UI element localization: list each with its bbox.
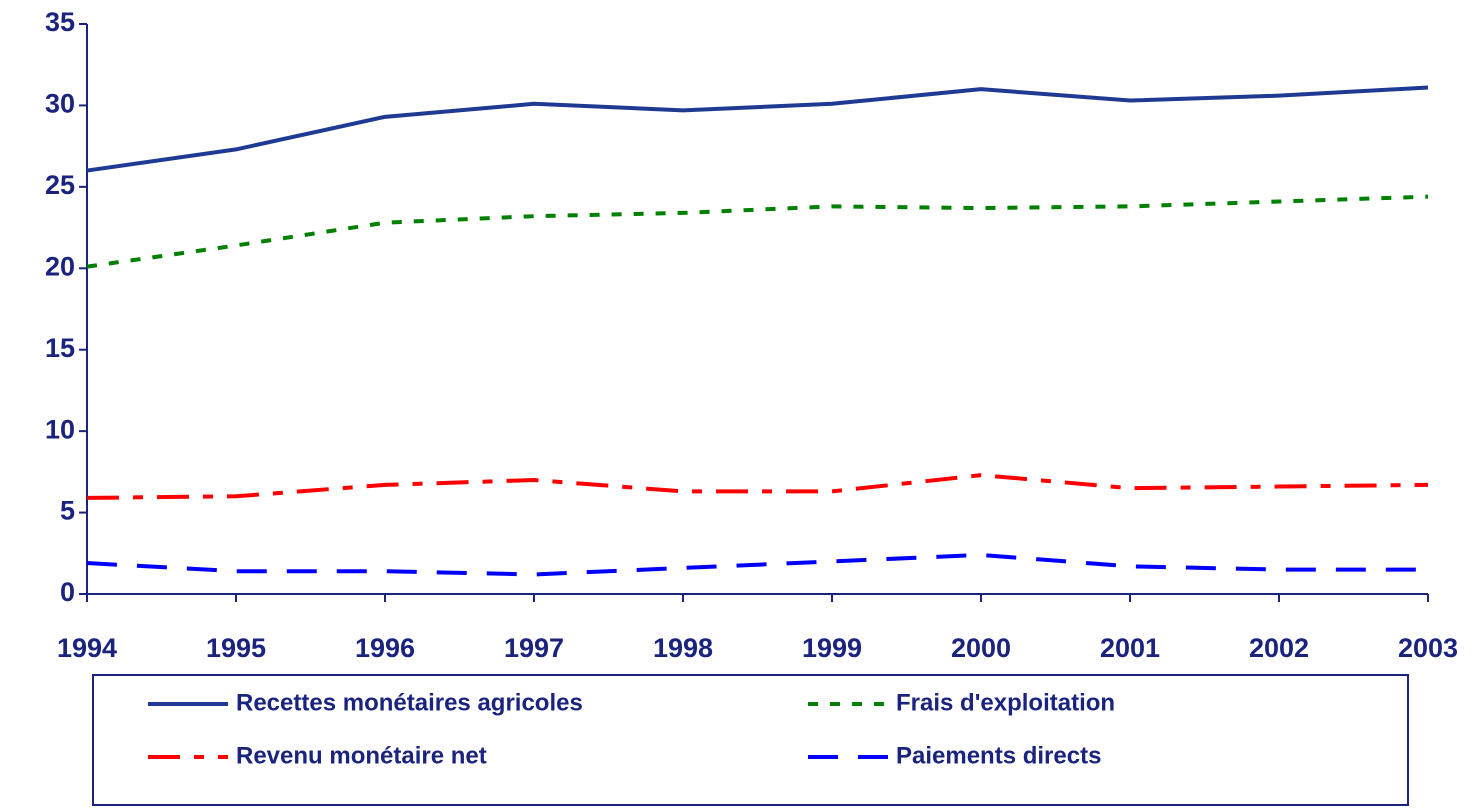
x-tick-label: 1996: [355, 633, 415, 663]
x-tick-label: 1998: [653, 633, 713, 663]
x-tick-label: 2000: [951, 633, 1011, 663]
x-tick-label: 1995: [206, 633, 266, 663]
series-line: [86, 85, 1429, 173]
legend-label: Paiements directs: [896, 742, 1101, 769]
series-line: [86, 194, 1429, 269]
x-tick-label: 1994: [57, 633, 117, 663]
legend-label: Recettes monétaires agricoles: [236, 689, 583, 716]
legend-label: Revenu monétaire net: [236, 742, 487, 769]
series-line: [86, 552, 1428, 577]
series-line: [86, 473, 1429, 500]
x-tick-label: 2003: [1398, 633, 1458, 663]
legend-box: [92, 674, 1409, 806]
y-tick-label: 25: [45, 170, 75, 200]
x-tick-label: 1997: [504, 633, 564, 663]
y-tick-label: 30: [45, 89, 75, 119]
x-tick-label: 2002: [1249, 633, 1309, 663]
y-tick-label: 5: [60, 496, 75, 526]
y-tick-label: 0: [60, 577, 75, 607]
x-tick-label: 1999: [802, 633, 862, 663]
y-tick-label: 10: [45, 414, 75, 444]
y-tick-label: 20: [45, 251, 75, 281]
x-tick-label: 2001: [1100, 633, 1160, 663]
legend-label: Frais d'exploitation: [896, 689, 1115, 716]
y-tick-label: 15: [45, 333, 75, 363]
y-tick-label: 35: [45, 7, 75, 37]
